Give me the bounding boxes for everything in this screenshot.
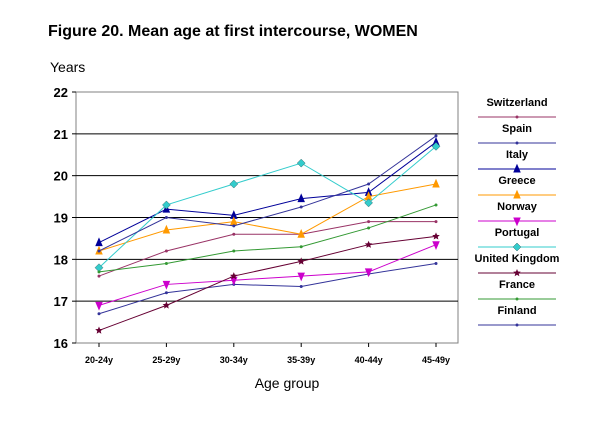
data-point-france — [299, 245, 303, 249]
data-point-finland — [164, 216, 168, 219]
data-point-france — [367, 226, 371, 230]
data-point-united-kingdom — [364, 240, 373, 248]
legend-label-united-kingdom: United Kingdom — [475, 253, 560, 265]
data-point-spain — [164, 291, 168, 295]
data-point-finland — [299, 205, 303, 209]
legend-label-norway: Norway — [497, 201, 538, 213]
y-tick-label: 22 — [54, 85, 68, 100]
legend-marker-finland — [515, 323, 519, 327]
legend-label-france: France — [499, 279, 535, 291]
legend-label-switzerland: Switzerland — [486, 97, 547, 109]
data-point-france — [232, 249, 236, 253]
series-line-norway — [98, 244, 437, 306]
series-line-greece — [98, 183, 437, 252]
x-tick-label: 35-39y — [287, 355, 315, 365]
data-point-norway — [364, 268, 373, 278]
x-tick-label: 25-29y — [152, 355, 180, 365]
y-tick-label: 16 — [54, 336, 68, 351]
y-tick-label: 18 — [54, 252, 68, 267]
data-point-switzerland — [232, 232, 236, 236]
legend-marker-spain — [515, 141, 519, 145]
data-point-finland — [97, 249, 101, 253]
data-point-spain — [97, 312, 101, 316]
legend-label-portugal: Portugal — [495, 227, 540, 239]
legend-marker-switzerland — [515, 115, 519, 119]
chart-title: Figure 20. Mean age at first intercourse… — [48, 23, 418, 40]
x-tick-label: 40-44y — [355, 355, 383, 365]
legend-label-greece: Greece — [498, 175, 535, 187]
data-point-finland — [367, 182, 371, 186]
data-point-switzerland — [367, 220, 371, 224]
data-point-italy — [95, 237, 103, 247]
x-tick-label: 20-24y — [85, 355, 113, 365]
legend-label-finland: Finland — [497, 305, 536, 317]
data-point-finland — [232, 224, 236, 228]
y-tick-label: 21 — [54, 127, 68, 142]
data-point-switzerland — [164, 249, 168, 253]
data-point-united-kingdom — [432, 232, 440, 240]
legend-marker-france — [515, 297, 519, 301]
data-point-spain — [299, 285, 303, 289]
y-tick-label: 17 — [54, 294, 68, 309]
legend-marker-italy — [513, 163, 521, 173]
data-point-portugal — [364, 198, 373, 208]
series-line-portugal — [98, 146, 437, 269]
data-point-switzerland — [434, 220, 438, 224]
data-point-norway — [297, 272, 305, 282]
x-axis-label: Age group — [255, 375, 320, 391]
data-point-greece — [297, 228, 305, 238]
data-point-france — [434, 203, 438, 207]
data-point-portugal — [229, 179, 239, 189]
data-point-united-kingdom — [95, 326, 103, 334]
data-point-finland — [434, 134, 438, 138]
data-point-france — [97, 270, 101, 274]
legend-marker-greece — [513, 189, 521, 199]
data-point-norway — [162, 280, 171, 290]
data-point-spain — [434, 262, 438, 266]
legend-marker-portugal — [512, 242, 522, 252]
legend: Switzerland Spain Italy Greece Norway Portuga… — [475, 97, 560, 327]
data-point-switzerland — [97, 274, 101, 278]
plot-area: 16 17 18 19 20 21 22 20-24y 25-29y 30-34y 35-39y 40… — [54, 85, 459, 365]
data-point-portugal — [162, 200, 171, 210]
series-line-france — [98, 204, 437, 273]
legend-label-spain: Spain — [502, 123, 532, 135]
data-point-norway — [432, 241, 440, 250]
data-point-united-kingdom — [230, 272, 238, 280]
x-tick-label: 45-49y — [422, 355, 450, 365]
series-line-finland — [98, 135, 437, 252]
data-point-greece — [162, 224, 171, 234]
data-point-france — [164, 262, 168, 266]
data-point-united-kingdom — [297, 257, 305, 265]
data-point-italy — [297, 193, 305, 203]
x-tick-label: 30-34y — [220, 355, 248, 365]
data-point-greece — [432, 178, 440, 188]
data-point-united-kingdom — [162, 301, 171, 309]
y-axis-label: Years — [50, 59, 85, 75]
legend-marker-norway — [513, 217, 521, 227]
y-tick-label: 20 — [54, 169, 68, 184]
series-line-switzerland — [98, 221, 436, 277]
data-point-portugal — [431, 142, 441, 151]
data-point-portugal — [296, 158, 306, 168]
legend-marker-united-kingdom — [513, 269, 521, 277]
series-line-united-kingdom — [98, 235, 437, 331]
legend-label-italy: Italy — [506, 149, 529, 161]
data-point-norway — [95, 301, 103, 311]
series-line-spain — [98, 263, 437, 315]
series-line-italy — [98, 141, 437, 244]
y-tick-label: 19 — [54, 211, 68, 226]
